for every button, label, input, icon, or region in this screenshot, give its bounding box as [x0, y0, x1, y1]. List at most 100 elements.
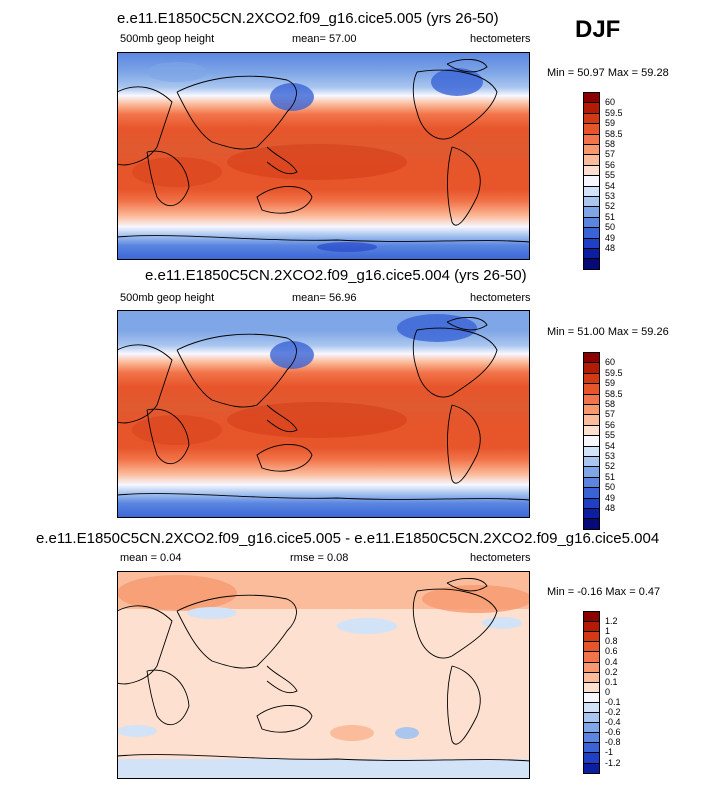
colorbar-tick-label: 55 [605, 170, 616, 181]
colorbar-swatch [583, 712, 600, 724]
colorbar-tick-label: 58 [605, 139, 616, 149]
panel-2-min-max: Min = 51.00 Max = 59.26 [547, 326, 669, 338]
panel-3-map [117, 571, 530, 779]
colorbar-swatch [583, 641, 600, 653]
colorbar-tick-label: 60 [605, 97, 616, 108]
colorbar-tick-label: 58.5 [605, 388, 623, 399]
colorbar-swatch [583, 762, 600, 774]
colorbar-swatch [583, 435, 600, 447]
panel-3-units-label: hectometers [470, 552, 531, 564]
colorbar-swatch [583, 206, 600, 218]
panel-3-coastlines [117, 578, 530, 762]
colorbar-swatch [583, 248, 600, 260]
colorbar-tick-label: 57 [605, 149, 616, 160]
colorbar-swatch [583, 508, 600, 520]
colorbar-tick-label: 53 [605, 451, 616, 461]
colorbar-tick-label: 59.5 [605, 107, 623, 118]
colorbar-tick-label: 58 [605, 399, 616, 409]
colorbar-swatch [583, 123, 600, 135]
colorbar-swatch [583, 393, 600, 405]
colorbar-tick-label: 0.4 [605, 656, 618, 667]
colorbar-swatch [583, 518, 600, 530]
colorbar-tick-label: 55 [605, 430, 616, 441]
colorbar-swatch [583, 742, 600, 754]
panel-1-coastlines [117, 59, 530, 243]
colorbar-swatch [583, 671, 600, 683]
colorbar-tick-label: 52 [605, 461, 616, 472]
panel-3-mean-label: mean = 0.04 [120, 552, 182, 564]
colorbar-tick-label: 49 [605, 232, 616, 243]
panel-2-variable-label: 500mb geop height [120, 292, 215, 304]
colorbar-swatch [583, 227, 600, 239]
colorbar-swatch [583, 372, 600, 385]
colorbar-tick-label: -0.8 [605, 737, 621, 748]
panel-2-units-label: hectometers [470, 292, 531, 304]
colorbar-swatch [583, 112, 600, 125]
colorbar-tick-label: 56 [605, 419, 616, 430]
colorbar-tick-label: 0.2 [605, 666, 618, 677]
colorbar-swatch [583, 611, 600, 623]
colorbar-swatch [583, 445, 600, 457]
panel-1-mean-label: mean= 57.00 [292, 33, 357, 45]
colorbar-swatch [583, 362, 600, 374]
colorbar-tick-label: -1.2 [605, 757, 621, 768]
colorbar-tick-label: 48 [605, 503, 616, 513]
colorbar-swatch [583, 701, 600, 713]
colorbar-swatch [583, 661, 600, 673]
colorbar-tick-label: 58.5 [605, 128, 623, 139]
colorbar-swatch [583, 383, 600, 395]
colorbar-swatch [583, 456, 600, 468]
colorbar-tick-label: 0.6 [605, 646, 618, 657]
colorbar-swatch [583, 216, 600, 229]
colorbar-tick-label: 0.8 [605, 636, 618, 647]
panel-1-min-max: Min = 50.97 Max = 59.28 [547, 67, 669, 79]
colorbar-swatch [583, 681, 600, 693]
colorbar-swatch [583, 466, 600, 478]
colorbar-swatch [583, 144, 600, 156]
colorbar-swatch [583, 352, 600, 364]
colorbar-swatch [583, 651, 600, 663]
panel-2-coastlines [117, 317, 530, 501]
colorbar-swatch [583, 424, 600, 437]
colorbar-swatch [583, 102, 600, 114]
colorbar-tick-label: 54 [605, 440, 616, 451]
colorbar-tick-label: 1 [605, 626, 611, 637]
colorbar-swatch [583, 476, 600, 489]
panel-3-rmse-label: rmse = 0.08 [290, 552, 349, 564]
colorbar-tick-label: -0.1 [605, 696, 621, 707]
colorbar-tick-label: 60 [605, 357, 616, 368]
colorbar-tick-label: 57 [605, 409, 616, 420]
panel-2-map [117, 310, 530, 518]
colorbar-tick-label: 48 [605, 243, 616, 253]
season-label: DJF [575, 16, 621, 43]
colorbar-tick-label: 51 [605, 471, 616, 482]
colorbar-tick-label: 1.2 [605, 616, 618, 627]
colorbar-tick-label: 59 [605, 118, 616, 129]
colorbar-tick-label: 53 [605, 191, 616, 201]
colorbar-tick-label: 56 [605, 159, 616, 170]
panel-1-title: e.e11.E1850C5CN.2XCO2.f09_g16.cice5.005 … [117, 10, 499, 27]
colorbar-swatch [583, 631, 600, 643]
colorbar-tick-label: -1 [605, 747, 614, 758]
colorbar-tick-label: 0.1 [605, 676, 618, 687]
colorbar-tick-label: -0.6 [605, 727, 621, 738]
colorbar-swatch [583, 487, 600, 499]
panel-3-min-max: Min = -0.16 Max = 0.47 [547, 586, 661, 598]
colorbar-swatch [583, 196, 600, 208]
colorbar-tick-label: 59 [605, 378, 616, 389]
panel-2-mean-label: mean= 56.96 [292, 292, 357, 304]
colorbar-swatch [583, 258, 600, 270]
colorbar-tick-label: -0.4 [605, 717, 621, 728]
colorbar-swatch [583, 497, 600, 509]
colorbar-swatch [583, 164, 600, 177]
colorbar-swatch [583, 752, 600, 764]
colorbar-swatch [583, 691, 600, 703]
colorbar-swatch [583, 404, 600, 416]
colorbar-swatch [583, 237, 600, 249]
panel-2-title: e.e11.E1850C5CN.2XCO2.f09_g16.cice5.004 … [145, 267, 527, 284]
colorbar-tick-label: 59.5 [605, 367, 623, 378]
colorbar-tick-label: 49 [605, 492, 616, 503]
colorbar-tick-label: 51 [605, 211, 616, 222]
colorbar-tick-label: 0 [605, 686, 611, 697]
colorbar-swatch [583, 154, 600, 166]
